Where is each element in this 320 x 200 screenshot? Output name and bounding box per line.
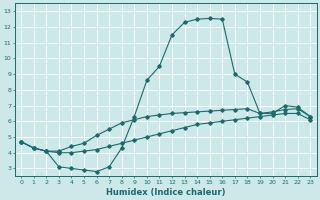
X-axis label: Humidex (Indice chaleur): Humidex (Indice chaleur) [106,188,225,197]
